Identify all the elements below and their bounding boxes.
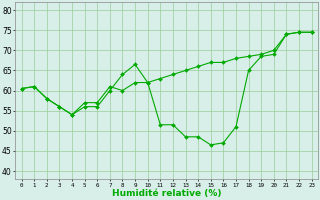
X-axis label: Humidité relative (%): Humidité relative (%) (112, 189, 221, 198)
